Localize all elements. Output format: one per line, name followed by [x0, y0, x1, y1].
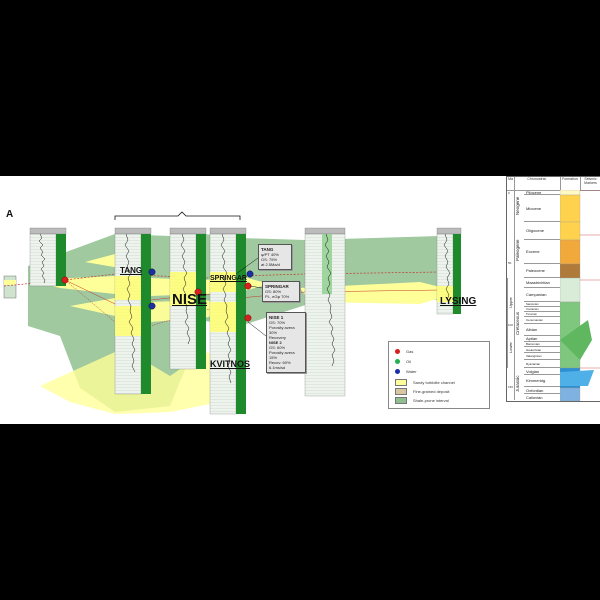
stage-oligocene: Oligocene — [524, 222, 560, 240]
panel-label: A — [6, 209, 14, 220]
sandy-swatch-icon — [395, 378, 407, 386]
well-group-bracket — [114, 211, 241, 220]
fine-swatch-icon — [395, 387, 407, 395]
oil-dot-icon — [395, 358, 400, 364]
stage-hauterivian: Hauterivian — [524, 347, 560, 353]
period-lower: Lower — [507, 328, 515, 368]
formation-column — [560, 190, 600, 401]
stage-eocene: Eocene — [524, 240, 560, 264]
stage-pliocene: Pliocene — [524, 190, 560, 195]
stage-cenomanian: Cenomanian — [524, 317, 560, 324]
water-marker-3 — [246, 270, 254, 278]
legend-sandy: Sandy turbidite channel — [395, 378, 455, 386]
water-marker-2 — [148, 302, 156, 310]
legend-gas: Gas — [395, 348, 413, 354]
stage-barremian: Barremian — [524, 342, 560, 347]
annotation-title: TANG — [261, 247, 274, 252]
chart-header-chrono: Chronostrat. — [514, 177, 561, 191]
stage-kimmeridgian: Kimmeridg. — [524, 375, 560, 387]
legend-shale: Shale-prone interval — [395, 396, 449, 404]
stage-ryazanian: Ryazanian — [524, 360, 560, 368]
figure-panel: A TANG NISE SPRINGAR KVITNOS LYSING TANG… — [0, 176, 600, 424]
stage-aptian: Aptian — [524, 336, 560, 342]
annotation-title: NISE 1 — [269, 315, 284, 320]
gas-marker-4 — [244, 314, 252, 322]
well-log-1 — [29, 227, 67, 287]
well-name-springar: SPRINGAR — [210, 275, 247, 282]
chart-header-formation: Formation — [560, 177, 581, 191]
shale-swatch-icon — [395, 396, 407, 404]
gas-marker-1 — [61, 276, 69, 284]
stage-campanian: Campanian — [524, 288, 560, 302]
water-marker-1 — [148, 268, 156, 276]
stage-miocene: Miocene — [524, 195, 560, 222]
legend-fine: Fine-grained deposit — [395, 387, 449, 395]
well-log-2 — [114, 227, 152, 395]
period-upper: Upper — [507, 278, 515, 328]
stratigraphic-chart: Ma Chronostrat. Formation Seismic Marker… — [506, 176, 600, 402]
well-correlation-cross-section — [3, 211, 462, 415]
water-dot-icon — [395, 368, 400, 374]
gas-dot-icon — [395, 348, 400, 354]
stage-valanginian: Valanginian — [524, 353, 560, 360]
well-log-4 — [209, 227, 247, 415]
left-stub-log — [3, 275, 17, 299]
well-log-3 — [169, 227, 207, 370]
ma-tick: 0 — [508, 191, 510, 195]
well-name-lysing: LYSING — [440, 296, 477, 307]
stage-volgian: Volgian — [524, 368, 560, 375]
well-name-nise: NISE — [172, 291, 208, 308]
annotation-box-tang: TANG φ/PT 40% GS: 75% at 2.5Ma/d — [258, 244, 292, 270]
stage-coniacian: Coniacian — [524, 307, 560, 312]
stage-callovian: Callovian — [526, 394, 543, 400]
stage-turonian: Turonian — [524, 312, 560, 317]
well-log-5 — [304, 227, 346, 397]
stage-maastrichtian: Maastrichtian — [524, 278, 560, 288]
ma-tick: 150 — [508, 385, 514, 389]
well-name-kvitnos: KVITNOS — [210, 359, 251, 369]
gas-marker-2 — [194, 288, 202, 296]
legend-oil: Oil — [395, 358, 411, 364]
legend-water: Water — [395, 368, 417, 374]
stage-albian: Albian — [524, 324, 560, 336]
annotation-box-springar: SPRINGAR GS: 80% PL, eGφ 70% — [262, 281, 300, 302]
stage-oxfordian: Oxfordian — [524, 387, 560, 394]
annotation-title: SPRINGAR — [265, 284, 289, 289]
chart-header-ma: Ma — [507, 177, 515, 191]
well-log-6 — [436, 227, 462, 315]
correlation-line-red — [3, 271, 461, 287]
stage-paleocene: Paleocene — [524, 264, 560, 278]
stage-santonian: Santonian — [524, 302, 560, 307]
chart-header-seismic: Seismic Markers — [580, 177, 600, 191]
ma-tick: 100 — [508, 323, 514, 327]
ma-tick: 50 — [508, 261, 512, 265]
legend: Gas Oil Water Sandy turbidite channel Fi… — [388, 341, 490, 409]
annotation-box-nise: NISE 1 GS: 70% Porosity avera 30% Recove… — [266, 312, 306, 373]
well-name-tang: TANG — [120, 266, 143, 275]
